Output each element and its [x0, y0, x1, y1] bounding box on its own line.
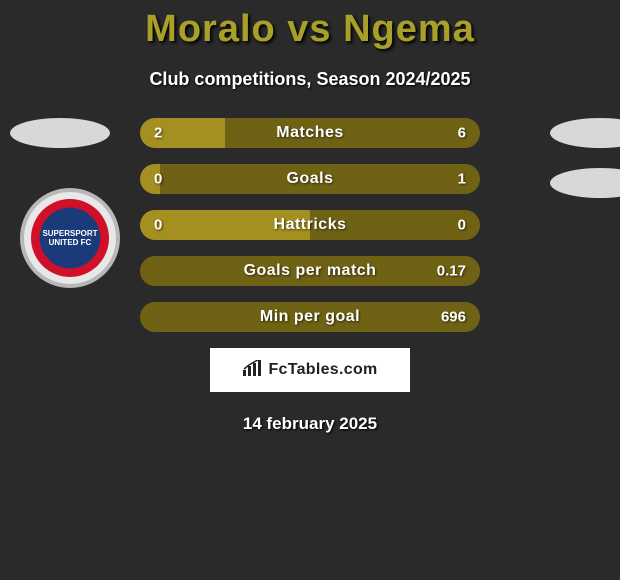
comparison-panel: SUPERSPORT UNITED FC 2 Matches 6 0 Goals 1 0 Ha… [0, 118, 620, 434]
brand-text: FcTables.com [268, 361, 377, 379]
stat-value-left: 0 [154, 217, 162, 234]
stat-value-left: 2 [154, 125, 162, 142]
stat-label: Goals per match [244, 262, 377, 280]
stat-fill-left [140, 118, 225, 148]
date-label: 14 february 2025 [0, 414, 620, 434]
stat-bar: Min per goal 696 [140, 302, 480, 332]
brand-attribution[interactable]: FcTables.com [210, 348, 410, 392]
stat-label: Goals [287, 170, 334, 188]
stat-label: Min per goal [260, 308, 360, 326]
stat-label: Matches [276, 124, 344, 142]
stat-value-right: 0 [458, 217, 466, 234]
stat-bar: 0 Hattricks 0 [140, 210, 480, 240]
stat-bars: 2 Matches 6 0 Goals 1 0 Hattricks 0 Goals per mat… [140, 118, 480, 332]
stat-bar: 2 Matches 6 [140, 118, 480, 148]
left-player-oval [10, 118, 110, 148]
stat-value-right: 1 [458, 171, 466, 188]
stat-value-right: 696 [441, 309, 466, 326]
right-player-oval-2 [550, 168, 620, 198]
chart-icon [242, 360, 262, 381]
stat-value-left: 0 [154, 171, 162, 188]
page-title: Moralo vs Ngema [0, 0, 620, 51]
stat-bar: Goals per match 0.17 [140, 256, 480, 286]
club-logo-label: SUPERSPORT UNITED FC [31, 199, 109, 277]
subtitle: Club competitions, Season 2024/2025 [0, 69, 620, 90]
stat-value-right: 6 [458, 125, 466, 142]
stat-label: Hattricks [274, 216, 347, 234]
club-logo: SUPERSPORT UNITED FC [20, 188, 120, 288]
right-player-oval-1 [550, 118, 620, 148]
stat-bar: 0 Goals 1 [140, 164, 480, 194]
stat-fill-right [225, 118, 480, 148]
stat-value-right: 0.17 [437, 263, 466, 280]
